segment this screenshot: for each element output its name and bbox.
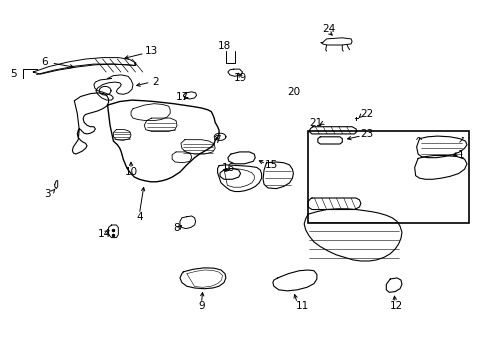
Text: 8: 8 — [173, 222, 180, 233]
Text: 18: 18 — [217, 41, 230, 51]
Text: 23: 23 — [359, 129, 373, 139]
Text: 15: 15 — [264, 160, 278, 170]
Text: 2: 2 — [152, 77, 159, 87]
Text: 7: 7 — [214, 135, 221, 145]
Text: 14: 14 — [97, 229, 111, 239]
Text: 13: 13 — [144, 46, 158, 57]
Text: 4: 4 — [136, 212, 142, 222]
Text: 9: 9 — [198, 301, 204, 311]
Text: 6: 6 — [41, 57, 48, 67]
Bar — [307, 131, 468, 223]
Text: 21: 21 — [308, 118, 322, 128]
Text: 17: 17 — [175, 92, 189, 102]
Text: 10: 10 — [124, 167, 137, 177]
Text: 12: 12 — [388, 301, 402, 311]
Text: 22: 22 — [359, 109, 373, 120]
Text: 1: 1 — [456, 150, 463, 160]
Text: 11: 11 — [295, 301, 308, 311]
Text: 24: 24 — [321, 24, 335, 34]
Text: 5: 5 — [10, 69, 17, 79]
Text: 19: 19 — [233, 73, 247, 83]
Text: 16: 16 — [222, 163, 235, 174]
Text: 3: 3 — [44, 189, 51, 199]
Text: 20: 20 — [286, 87, 299, 97]
